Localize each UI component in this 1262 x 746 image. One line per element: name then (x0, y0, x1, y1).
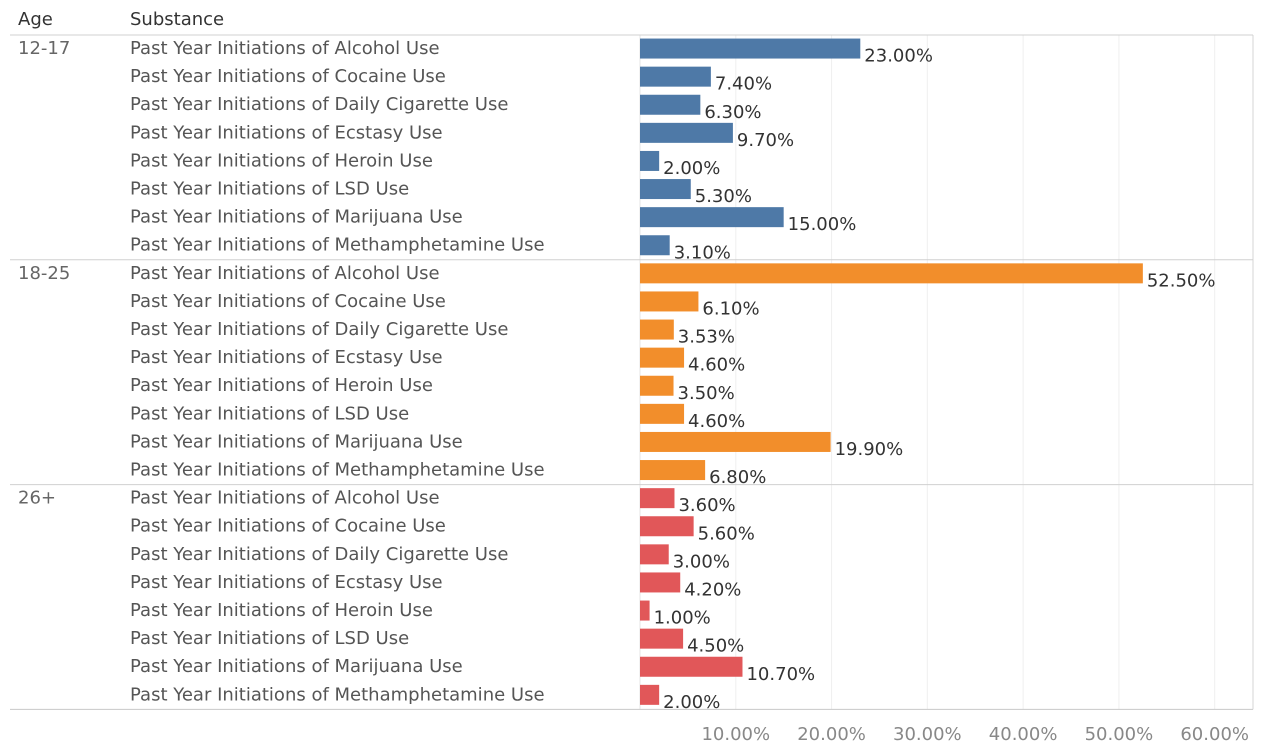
x-tick-label: 60.00% (1180, 724, 1249, 745)
bar (640, 347, 685, 368)
bar (640, 431, 831, 452)
x-tick-label: 50.00% (1085, 724, 1154, 745)
substance-label: Past Year Initiations of Ecstasy Use (130, 572, 443, 593)
substance-label: Past Year Initiations of Alcohol Use (130, 263, 440, 284)
bar-value-label: 7.40% (715, 74, 772, 95)
bar-value-label: 5.60% (698, 523, 755, 544)
bar-value-label: 23.00% (864, 46, 933, 67)
bar (640, 207, 784, 228)
chart-rows: 12-17 Past Year Initiations of Alcohol Us… (10, 34, 1253, 713)
bar (640, 122, 733, 143)
substance-label: Past Year Initiations of Ecstasy Use (130, 122, 443, 143)
substance-label: Past Year Initiations of Daily Cigarette… (130, 94, 508, 115)
bar-value-label: 4.60% (688, 411, 745, 432)
x-tick-label: 10.00% (701, 724, 770, 745)
bar-value-label: 19.90% (835, 439, 904, 460)
bar-value-label: 6.10% (702, 298, 759, 319)
bar-value-label: 6.80% (709, 467, 766, 488)
substance-label: Past Year Initiations of Heroin Use (130, 150, 433, 171)
bar (640, 516, 694, 537)
age-column-header: Age (18, 9, 53, 30)
substance-label: Past Year Initiations of Methamphetamine… (130, 460, 545, 481)
bar (640, 488, 675, 509)
bar (640, 403, 685, 424)
gridlines (639, 35, 1254, 710)
age-group-label: 26+ (18, 488, 56, 509)
bar-value-label: 1.00% (654, 608, 711, 629)
substance-label: Past Year Initiations of Ecstasy Use (130, 347, 443, 368)
substance-label: Past Year Initiations of Cocaine Use (130, 516, 446, 537)
bar-value-label: 3.00% (673, 551, 730, 572)
substance-label: Past Year Initiations of Methamphetamine… (130, 684, 545, 705)
bar-value-label: 6.30% (704, 102, 761, 123)
bar (640, 291, 699, 312)
bar (640, 38, 861, 59)
bar-value-label: 4.20% (684, 579, 741, 600)
bar-value-label: 15.00% (788, 214, 857, 235)
substance-label: Past Year Initiations of Marijuana Use (130, 656, 463, 677)
substance-label: Past Year Initiations of Daily Cigarette… (130, 544, 508, 565)
bar (640, 600, 650, 621)
age-group-label: 12-17 (18, 38, 70, 59)
substance-label: Past Year Initiations of Marijuana Use (130, 431, 463, 452)
bar (640, 460, 706, 481)
bar-value-label: 9.70% (737, 130, 794, 151)
substance-label: Past Year Initiations of Daily Cigarette… (130, 319, 508, 340)
bar-value-label: 4.60% (688, 355, 745, 376)
substance-label: Past Year Initiations of Cocaine Use (130, 66, 446, 87)
bar (640, 375, 674, 396)
substance-label: Past Year Initiations of Cocaine Use (130, 291, 446, 312)
x-tick-label: 40.00% (989, 724, 1058, 745)
bar (640, 235, 670, 256)
bar (640, 94, 701, 115)
bar-value-label: 5.30% (695, 186, 752, 207)
substance-label: Past Year Initiations of LSD Use (130, 403, 409, 424)
age-group-label: 18-25 (18, 263, 70, 284)
substance-column-header: Substance (130, 9, 224, 30)
substance-label: Past Year Initiations of Heroin Use (130, 600, 433, 621)
bar-value-label: 3.50% (678, 383, 735, 404)
bar (640, 572, 681, 593)
x-axis: 10.00% 20.00% 30.00% 40.00% 50.00% 60.00% (10, 708, 1253, 745)
bar (640, 319, 674, 340)
substance-label: Past Year Initiations of Heroin Use (130, 375, 433, 396)
bar (640, 179, 691, 200)
substance-label: Past Year Initiations of Alcohol Use (130, 38, 440, 59)
bar (640, 656, 743, 677)
bar (640, 263, 1143, 284)
bar (640, 628, 684, 649)
bar (640, 684, 660, 705)
bar-value-label: 2.00% (663, 692, 720, 713)
bar-value-label: 10.70% (746, 664, 815, 685)
substance-label: Past Year Initiations of Marijuana Use (130, 207, 463, 228)
bar (640, 150, 660, 171)
substance-label: Past Year Initiations of Alcohol Use (130, 488, 440, 509)
substance-label: Past Year Initiations of LSD Use (130, 628, 409, 649)
substance-label: Past Year Initiations of LSD Use (130, 179, 409, 200)
bar (640, 544, 669, 565)
bar-value-label: 3.60% (678, 495, 735, 516)
substance-label: Past Year Initiations of Methamphetamine… (130, 235, 545, 256)
bar-value-label: 3.10% (674, 242, 731, 263)
x-tick-label: 30.00% (893, 724, 962, 745)
bar-value-label: 3.53% (678, 327, 735, 348)
bar-value-label: 4.50% (687, 636, 744, 657)
bar (640, 66, 711, 87)
bar-value-label: 52.50% (1147, 270, 1216, 291)
bar-value-label: 2.00% (663, 158, 720, 179)
x-tick-label: 20.00% (797, 724, 866, 745)
